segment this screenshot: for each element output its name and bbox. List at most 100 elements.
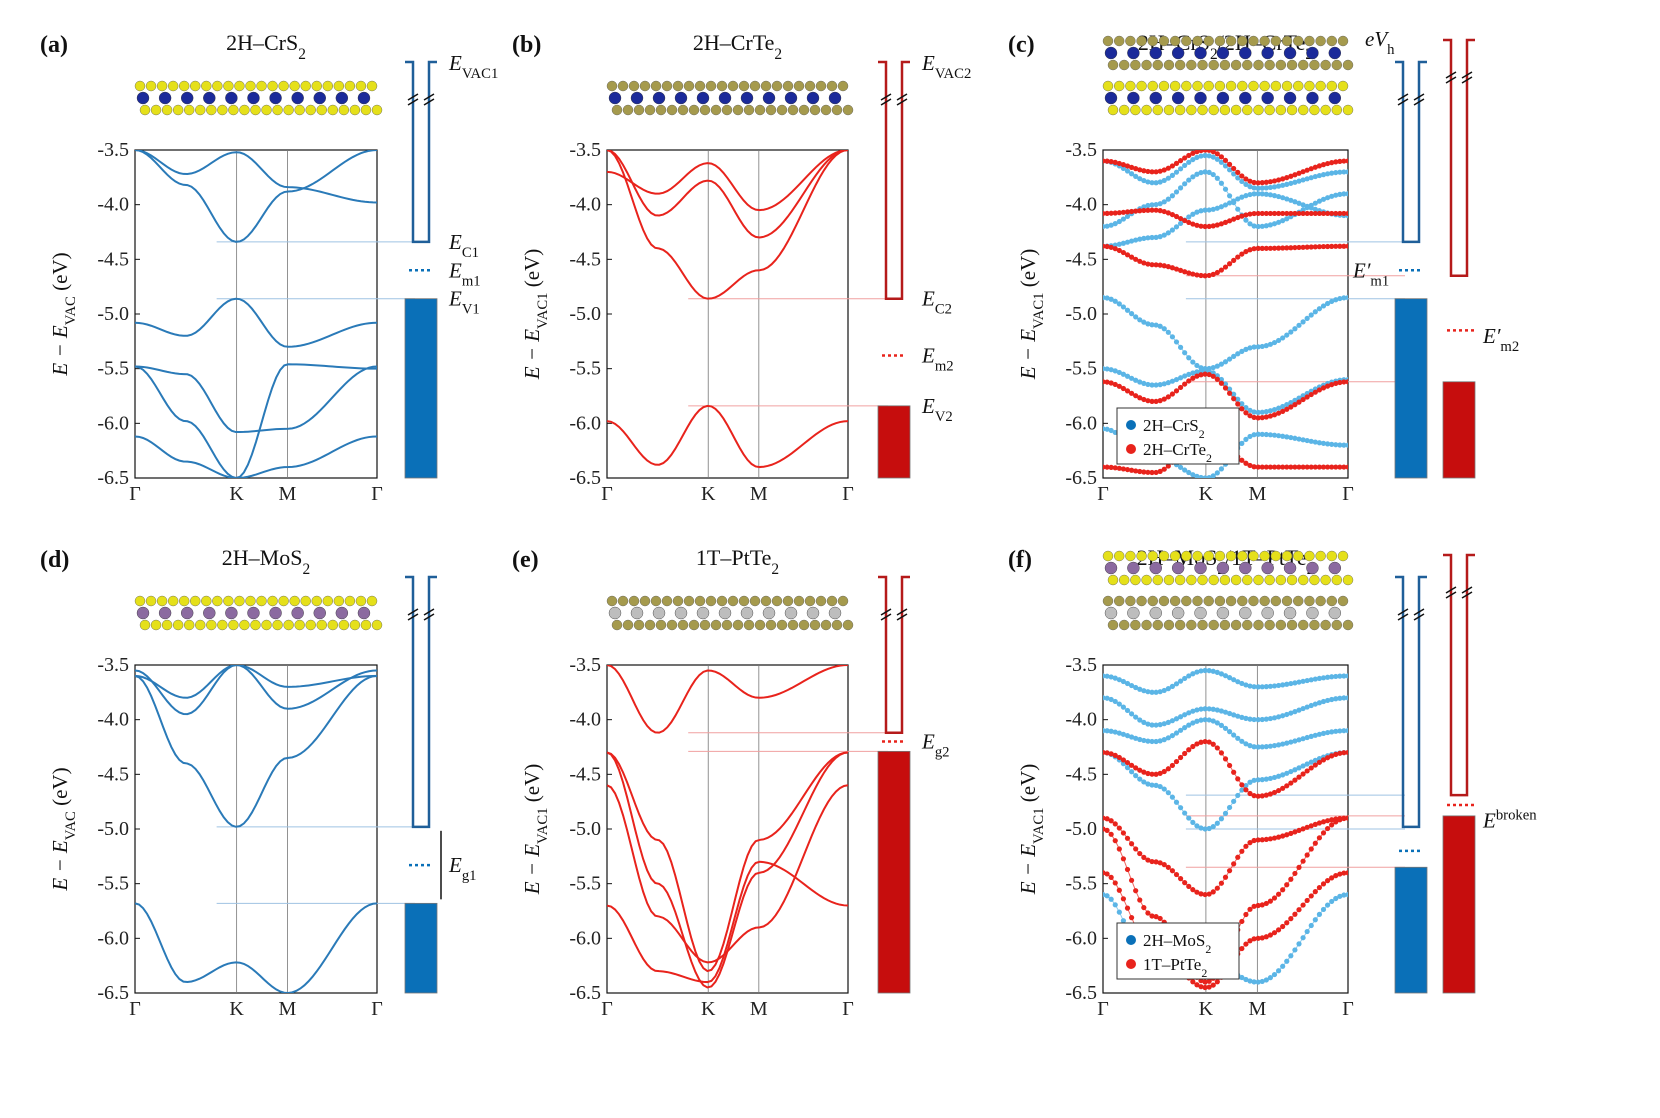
band-point [1341, 295, 1347, 301]
band-point [1157, 468, 1163, 474]
atom [278, 80, 289, 92]
band-point [1222, 756, 1229, 762]
atom [771, 595, 783, 607]
band-point [1108, 296, 1114, 302]
band-point [1137, 395, 1143, 401]
band-point [1104, 750, 1110, 756]
band-point [1104, 223, 1110, 229]
band-point [1341, 815, 1347, 822]
band-point [1165, 210, 1171, 216]
band-point [1206, 150, 1212, 153]
band-point [1124, 252, 1131, 258]
band-point [1259, 777, 1265, 783]
band-point [1231, 353, 1237, 359]
band-point [1137, 736, 1143, 743]
band-point [1320, 464, 1327, 470]
band-point [1145, 910, 1151, 916]
atom [1216, 91, 1230, 105]
x-tick-label: Γ [1097, 998, 1109, 1020]
panel-d: (d) 2H–MoS2-3.5-4.0-4.5-5.0-5.5-6.0-6.5Γ K… [40, 545, 477, 1020]
atom [1283, 46, 1297, 60]
band-point [1255, 717, 1261, 723]
band-point [1173, 799, 1180, 805]
band-point [1324, 902, 1331, 908]
atom [815, 595, 827, 607]
band-point [1239, 348, 1245, 354]
band-point [1308, 175, 1314, 181]
atom [1147, 550, 1158, 562]
band-point [1312, 701, 1318, 707]
x-tick-label: M [1248, 483, 1266, 505]
atom [1174, 574, 1186, 586]
band-point [1169, 163, 1176, 169]
atom [1171, 46, 1185, 60]
band-point [1300, 771, 1306, 777]
band-point [1173, 871, 1180, 878]
band-point [1333, 464, 1339, 470]
atom [1293, 550, 1304, 562]
band-point [1288, 173, 1294, 179]
band-point [1141, 319, 1147, 325]
band-point [1186, 883, 1192, 890]
band-point [1173, 160, 1180, 166]
band-point [1300, 464, 1306, 470]
atom [1194, 606, 1207, 620]
band-point [1345, 728, 1348, 734]
x-tick-label: Γ [129, 483, 141, 505]
band-point [1141, 177, 1147, 184]
atom [716, 80, 728, 92]
atom [1239, 606, 1252, 620]
y-tick-label: -6.0 [1065, 927, 1097, 949]
band-point [1128, 390, 1135, 396]
band-point [1112, 381, 1118, 388]
atom [1219, 619, 1231, 631]
atom [831, 619, 843, 631]
atom [1107, 104, 1119, 116]
band-point [1182, 750, 1188, 757]
legend-entry-part: 2H–CrTe [1143, 440, 1206, 459]
band-point [1243, 741, 1249, 747]
band-point [1194, 741, 1200, 747]
band-point [1284, 181, 1290, 187]
atom [809, 104, 821, 116]
band-point [1316, 835, 1323, 841]
y-axis-label-part: E − E [1016, 844, 1040, 895]
band-point [1104, 893, 1110, 899]
atom [611, 619, 623, 631]
band-point [1145, 770, 1151, 777]
band-point [1141, 779, 1147, 785]
band-point [1194, 823, 1200, 829]
band-point [1296, 210, 1302, 217]
band-point [1263, 245, 1269, 251]
atom [721, 619, 733, 631]
band-point [1165, 766, 1171, 772]
atom [806, 606, 820, 620]
band-point [1177, 267, 1184, 274]
band-point [1104, 366, 1110, 372]
band-point [1186, 469, 1192, 476]
axis-break [1413, 93, 1425, 101]
band-point [1345, 169, 1348, 175]
band-point [1271, 715, 1278, 721]
band-point [1112, 880, 1118, 886]
atom [699, 104, 711, 116]
band-point [1284, 401, 1290, 408]
band-point [1288, 830, 1294, 836]
atom [1293, 595, 1304, 607]
band-point [1226, 710, 1233, 717]
band-line [607, 150, 848, 300]
band-point [1210, 150, 1216, 155]
band-point [1251, 979, 1257, 985]
band-point [1300, 763, 1306, 769]
valence-bar [1394, 298, 1428, 479]
band-point [1182, 467, 1188, 473]
band-point [1157, 398, 1163, 404]
band-point [1108, 696, 1114, 703]
band-point [1345, 870, 1348, 876]
band-point [1296, 907, 1302, 913]
band-point [1288, 404, 1294, 410]
atom [1192, 595, 1203, 607]
band-point [1312, 210, 1318, 217]
band-point [1275, 773, 1282, 779]
